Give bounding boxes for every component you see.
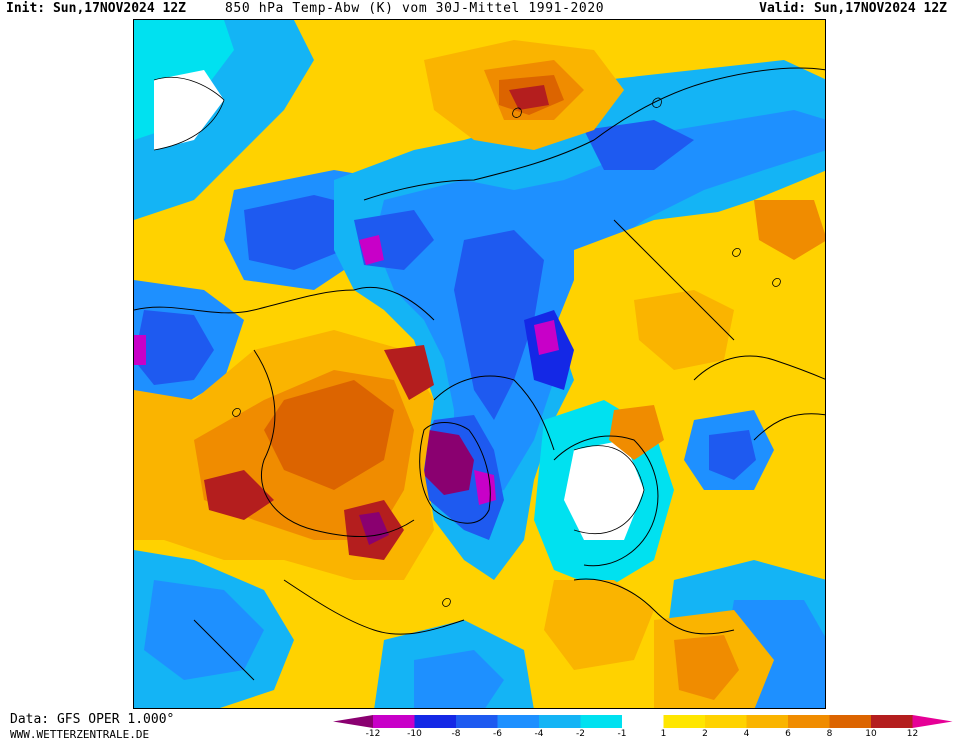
anomaly-map: [133, 19, 826, 709]
colorbar-tick-label: 8: [826, 729, 833, 739]
colorbar-segment: [456, 715, 498, 728]
chart-title: 850 hPa Temp-Abw (K) vom 30J-Mittel 1991…: [225, 1, 605, 16]
warm-region-north-pacific: [424, 40, 624, 150]
colorbar-segment: [663, 715, 706, 728]
zero-contours: [153, 76, 781, 607]
colorbar-tick-label: -4: [534, 729, 544, 739]
cold-region-atlantic: [374, 620, 534, 708]
website-label: WWW.WETTERZENTRALE.DE: [10, 728, 150, 741]
colorbar-segment: [746, 715, 789, 728]
colorbar-segment: [580, 715, 623, 728]
colorbar-segment: [705, 715, 747, 728]
colorbar-tick-label: -10: [407, 729, 422, 739]
colorbar-segment: [622, 715, 664, 728]
colorbar-segment: [871, 715, 913, 728]
colorbar-tick-label: 2: [702, 729, 708, 739]
colorbar-tick-label: 12: [906, 729, 919, 739]
colorbar-tick-label: -8: [451, 729, 461, 739]
colorbar: [333, 715, 953, 728]
colorbar-tick-label: 10: [865, 729, 877, 739]
coastlines: [134, 67, 825, 681]
warm-region-russia: [574, 200, 825, 490]
colorbar-tick-label: 4: [743, 729, 750, 739]
colorbar-segment: [539, 715, 581, 728]
valid-time-label: Valid: Sun,17NOV2024 12Z: [759, 1, 947, 16]
data-source-label: Data: GFS OPER 1.000°: [10, 712, 175, 727]
colorbar-segment: [788, 715, 830, 728]
colorbar-arrow-high: [912, 715, 953, 728]
colorbar-tick-label: -6: [493, 729, 502, 739]
colorbar-tick-label: -2: [576, 729, 585, 739]
warm-region-southeast: [654, 610, 774, 708]
init-time-label: Init: Sun,17NOV2024 12Z: [6, 1, 187, 16]
colorbar-tick-label: -1: [617, 729, 627, 739]
colorbar-segment: [497, 715, 540, 728]
colorbar-tick-label: -12: [365, 729, 381, 739]
warm-region-north-america: [134, 330, 434, 580]
colorbar-segment: [414, 715, 457, 728]
anomaly-map-svg: [134, 20, 825, 708]
colorbar-arrow-low: [333, 715, 373, 728]
colorbar-tick-label: 1: [660, 729, 667, 739]
colorbar-segment: [373, 715, 415, 728]
colorbar-segment: [829, 715, 872, 728]
colorbar-tick-label: 6: [785, 729, 791, 739]
cold-region-greenland: [419, 415, 504, 540]
